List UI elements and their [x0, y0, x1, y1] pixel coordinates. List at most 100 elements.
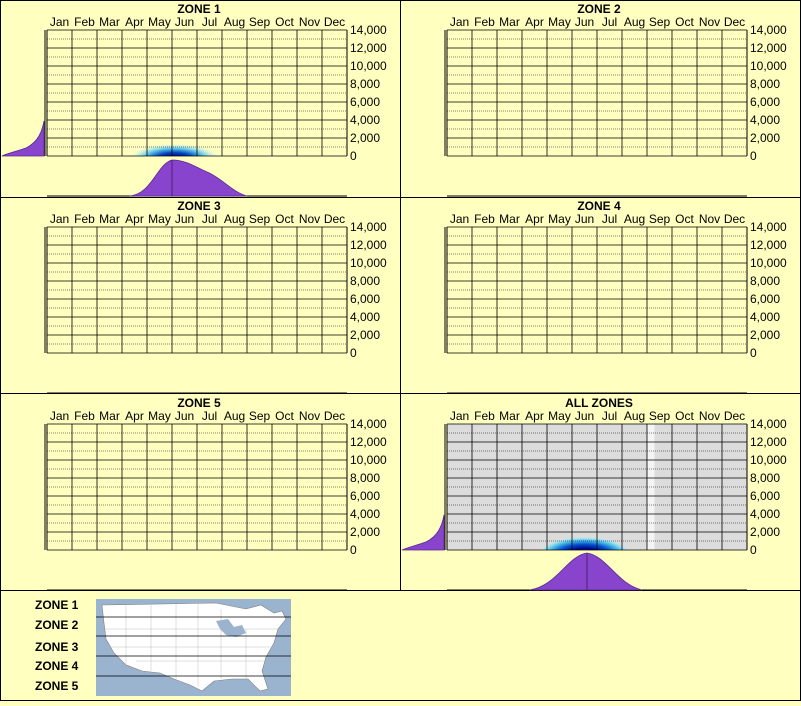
month-tick-label: Feb [474, 409, 495, 423]
month-histogram [129, 159, 248, 197]
month-tick-label: Nov [299, 409, 320, 423]
y-tick-label: 10,000 [350, 59, 387, 73]
month-tick-label: Jul [202, 212, 217, 226]
month-tick-label: Feb [474, 212, 495, 226]
y-tick-label: 6,000 [750, 292, 780, 306]
month-tick-label: Sep [249, 409, 271, 423]
y-tick-label: 10,000 [750, 256, 787, 270]
y-tick-label: 8,000 [350, 471, 380, 485]
month-tick-label: Sep [649, 212, 671, 226]
month-tick-label: May [548, 409, 571, 423]
month-tick-label: May [148, 212, 171, 226]
month-tick-label: Apr [525, 409, 544, 423]
y-tick-label: 10,000 [750, 453, 787, 467]
y-tick-label: 4,000 [750, 507, 780, 521]
y-tick-label: 4,000 [350, 113, 380, 127]
month-tick-label: Mar [499, 409, 520, 423]
chart-panel-6: ALL ZONES Jan Feb Mar Apr May Jun Jul Aug Sep Oct N… [401, 396, 787, 591]
month-tick-label: May [148, 409, 171, 423]
month-tick-label: Sep [649, 409, 671, 423]
legend-zone-2: ZONE 2 [35, 618, 79, 632]
chart-panel-5: ZONE 5 Jan Feb Mar Apr May Jun Jul Aug Sep Oct Nov D… [44, 396, 387, 591]
y-tick-label: 14,000 [350, 220, 387, 234]
month-tick-label: Jul [602, 212, 617, 226]
elevation-histogram [1, 120, 45, 157]
month-tick-label: Sep [649, 15, 671, 29]
month-tick-label: Apr [525, 212, 544, 226]
month-tick-label: Aug [224, 409, 245, 423]
y-tick-label: 14,000 [350, 417, 387, 431]
y-tick-label: 4,000 [350, 310, 380, 324]
month-tick-label: Jun [175, 212, 194, 226]
month-tick-label: Oct [275, 212, 294, 226]
month-tick-label: Jan [50, 409, 69, 423]
y-tick-label: 14,000 [350, 23, 387, 37]
month-tick-label: Jul [202, 15, 217, 29]
month-tick-label: Dec [324, 409, 345, 423]
month-tick-label: Nov [299, 212, 320, 226]
y-tick-label: 0 [750, 346, 757, 360]
month-tick-label: Aug [624, 15, 645, 29]
chart-panel-4: ZONE 4 Jan Feb Mar Apr May Jun Jul Aug Sep Oct Nov D… [444, 199, 787, 394]
month-tick-label: Jan [50, 212, 69, 226]
month-tick-label: Mar [99, 212, 120, 226]
chart-title: ZONE 1 [177, 2, 221, 16]
y-tick-label: 6,000 [350, 95, 380, 109]
month-tick-label: Jun [575, 409, 594, 423]
y-tick-label: 12,000 [350, 435, 387, 449]
month-tick-label: Aug [224, 212, 245, 226]
legend-zone-4: ZONE 4 [35, 659, 79, 673]
y-tick-label: 0 [750, 149, 757, 163]
month-tick-label: Jan [450, 409, 469, 423]
map-great-lakes [216, 619, 246, 637]
month-tick-label: Jul [202, 409, 217, 423]
y-tick-label: 2,000 [750, 131, 780, 145]
y-tick-label: 6,000 [350, 489, 380, 503]
month-histogram [529, 552, 643, 591]
month-tick-label: Aug [624, 212, 645, 226]
y-tick-label: 14,000 [750, 23, 787, 37]
month-tick-label: Apr [125, 212, 144, 226]
y-tick-label: 0 [350, 543, 357, 557]
legend-zone-5: ZONE 5 [35, 679, 79, 693]
chart-title: ZONE 2 [577, 2, 621, 16]
legend-zone-1: ZONE 1 [35, 598, 79, 612]
chart-title: ZONE 4 [577, 199, 621, 213]
map-svg [96, 599, 291, 696]
y-tick-label: 10,000 [750, 59, 787, 73]
month-tick-label: Feb [74, 212, 95, 226]
y-tick-label: 8,000 [350, 77, 380, 91]
month-tick-label: Oct [275, 15, 294, 29]
month-tick-label: Jan [50, 15, 69, 29]
month-tick-label: Jul [602, 15, 617, 29]
y-tick-label: 12,000 [350, 238, 387, 252]
month-tick-label: Jun [575, 212, 594, 226]
y-tick-label: 10,000 [350, 453, 387, 467]
y-tick-label: 12,000 [350, 41, 387, 55]
month-tick-label: May [548, 15, 571, 29]
y-tick-label: 4,000 [350, 507, 380, 521]
y-tick-label: 10,000 [350, 256, 387, 270]
month-tick-label: Feb [74, 15, 95, 29]
map-zone-lines [96, 616, 291, 677]
month-tick-label: May [148, 15, 171, 29]
month-tick-label: Jun [175, 409, 194, 423]
chart-panel-2: ZONE 2 Jan Feb Mar Apr May Jun Jul Aug Sep Oct Nov D… [444, 2, 787, 197]
chart-panel-1: ZONE 1 Jan Feb Mar Apr May Jun Jul Aug Sep Oct Nov D… [1, 2, 387, 197]
month-tick-label: Apr [525, 15, 544, 29]
month-tick-label: Nov [699, 212, 720, 226]
month-tick-label: Nov [299, 15, 320, 29]
y-tick-label: 0 [350, 149, 357, 163]
y-tick-label: 14,000 [750, 220, 787, 234]
chart-title: ALL ZONES [565, 396, 633, 410]
y-tick-label: 6,000 [750, 489, 780, 503]
y-tick-label: 12,000 [750, 435, 787, 449]
month-tick-label: May [548, 212, 571, 226]
month-tick-label: Oct [675, 409, 694, 423]
y-tick-label: 14,000 [750, 417, 787, 431]
month-tick-label: Jun [175, 15, 194, 29]
y-tick-label: 0 [750, 543, 757, 557]
y-tick-label: 6,000 [350, 292, 380, 306]
